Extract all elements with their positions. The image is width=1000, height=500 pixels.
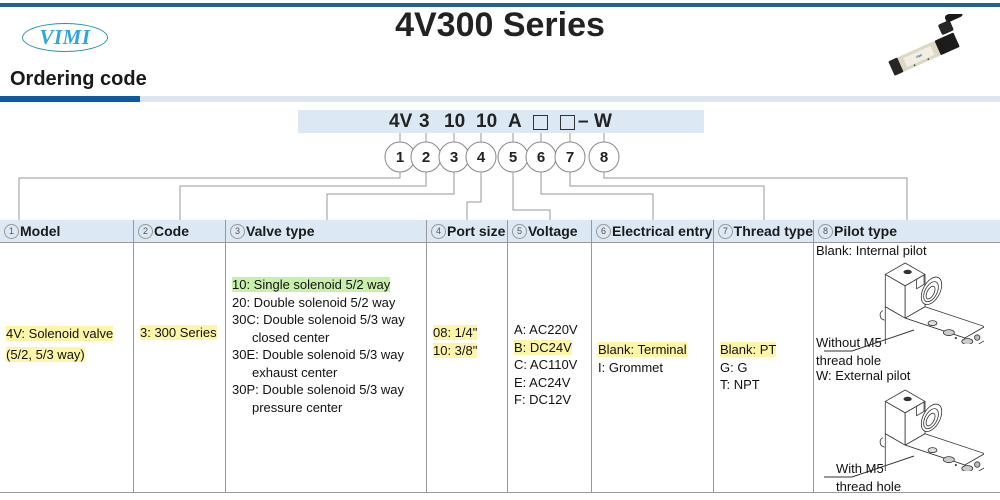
svg-text:6: 6 [537, 149, 545, 166]
svg-text:3: 3 [450, 149, 458, 166]
svg-text:1: 1 [396, 149, 404, 166]
svg-text:8: 8 [600, 149, 608, 166]
svg-text:5: 5 [509, 149, 517, 166]
svg-text:4: 4 [477, 149, 486, 166]
svg-text:2: 2 [422, 149, 430, 166]
svg-text:7: 7 [566, 149, 574, 166]
